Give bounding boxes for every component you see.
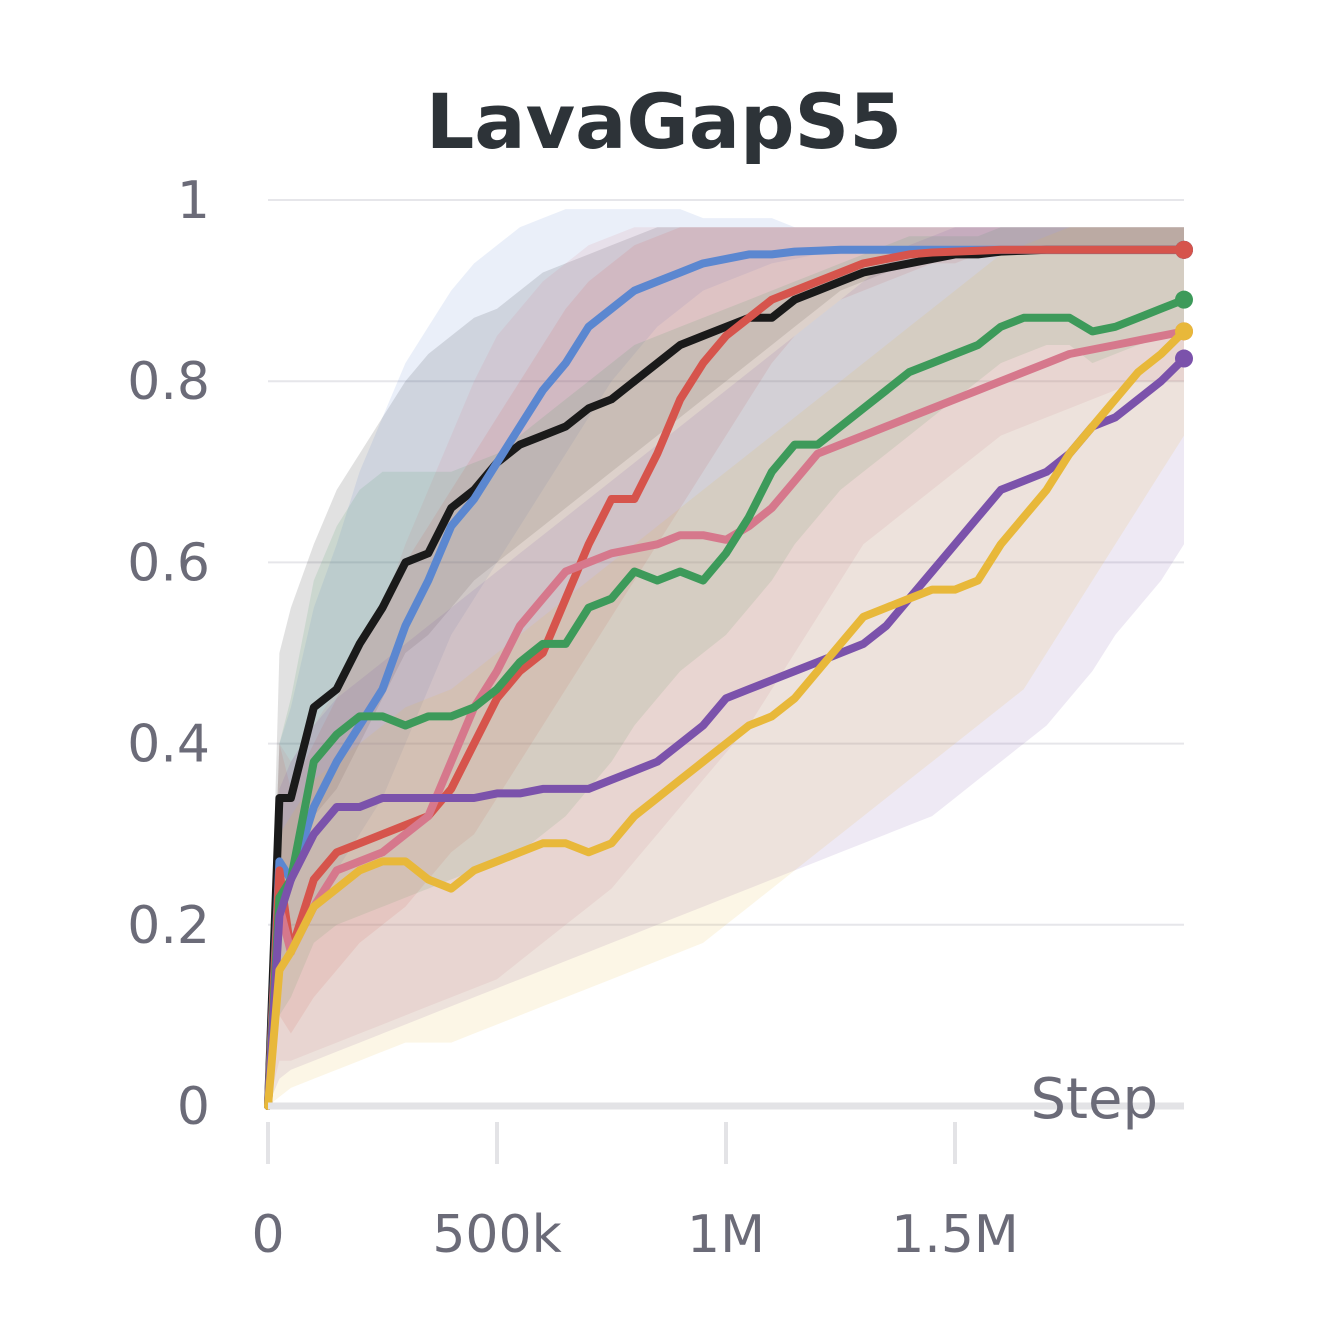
series-end-marker-purple bbox=[1175, 349, 1193, 368]
band-yellow bbox=[268, 227, 1184, 1106]
band-black bbox=[268, 227, 1184, 1106]
series-line-red bbox=[264, 245, 1188, 1110]
y-tick-label: 0.8 bbox=[127, 352, 210, 412]
series-lines bbox=[264, 240, 1193, 1110]
axes: 0 0.2 0.4 0.6 0.8 1 0 500k 1M 1.5M bbox=[127, 171, 1184, 1265]
series-line-purple bbox=[264, 354, 1188, 1110]
x-axis-label: Step bbox=[1030, 1067, 1158, 1132]
x-tick-label: 0 bbox=[251, 1205, 284, 1265]
y-tick-label: 0 bbox=[177, 1077, 210, 1137]
y-tick-label: 0.2 bbox=[127, 896, 210, 956]
x-tick-label: 1.5M bbox=[891, 1205, 1019, 1265]
series-line-pink bbox=[264, 327, 1188, 1110]
series-end-marker-red bbox=[1175, 240, 1193, 259]
x-tick-label: 1M bbox=[687, 1205, 765, 1265]
confidence-bands bbox=[268, 209, 1184, 1107]
band-purple bbox=[268, 227, 1184, 1106]
band-blue bbox=[268, 209, 1184, 1107]
x-tick-label: 500k bbox=[432, 1205, 561, 1265]
series-end-marker-yellow bbox=[1175, 322, 1193, 341]
series-line-green bbox=[264, 295, 1188, 1110]
band-pink bbox=[268, 227, 1184, 1106]
y-tick-label: 1 bbox=[177, 171, 210, 231]
y-tick-label: 0.6 bbox=[127, 533, 210, 593]
chart-title: LavaGapS5 bbox=[426, 77, 902, 166]
y-tick-label: 0.4 bbox=[127, 715, 210, 775]
series-line-yellow bbox=[264, 327, 1188, 1110]
series-end-marker-green bbox=[1175, 290, 1193, 309]
band-green bbox=[268, 227, 1184, 1106]
band-red bbox=[268, 227, 1184, 1106]
